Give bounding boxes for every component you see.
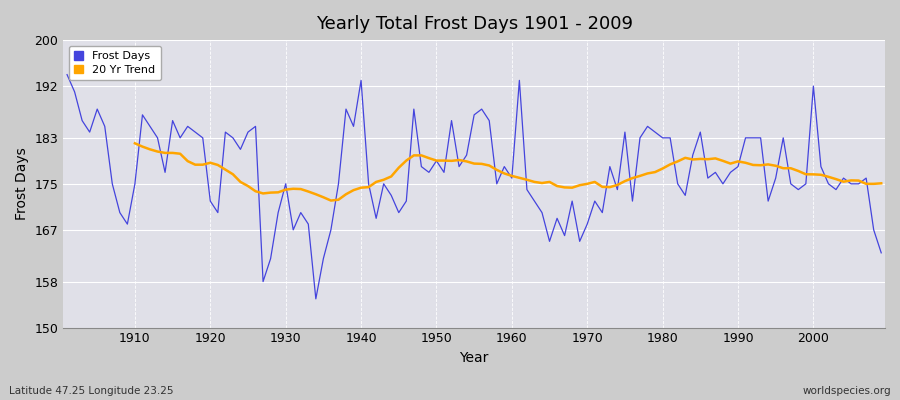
Text: worldspecies.org: worldspecies.org — [803, 386, 891, 396]
Frost Days — [514, 78, 525, 83]
Frost Days — [605, 164, 616, 169]
Frost Days — [310, 296, 321, 301]
Frost Days — [507, 176, 517, 180]
Title: Yearly Total Frost Days 1901 - 2009: Yearly Total Frost Days 1901 - 2009 — [316, 15, 633, 33]
Frost Days — [288, 228, 299, 232]
Frost Days — [340, 107, 351, 112]
20 Yr Trend — [130, 141, 140, 146]
Frost Days — [876, 250, 886, 255]
20 Yr Trend — [846, 178, 857, 183]
20 Yr Trend — [581, 182, 592, 186]
Frost Days — [62, 72, 73, 77]
20 Yr Trend — [521, 177, 532, 182]
X-axis label: Year: Year — [460, 351, 489, 365]
Text: Latitude 47.25 Longitude 23.25: Latitude 47.25 Longitude 23.25 — [9, 386, 174, 396]
Line: 20 Yr Trend: 20 Yr Trend — [135, 143, 881, 200]
Y-axis label: Frost Days: Frost Days — [15, 148, 29, 220]
20 Yr Trend — [303, 189, 314, 194]
20 Yr Trend — [824, 174, 834, 179]
Legend: Frost Days, 20 Yr Trend: Frost Days, 20 Yr Trend — [68, 46, 161, 80]
20 Yr Trend — [273, 190, 284, 195]
Line: Frost Days: Frost Days — [68, 75, 881, 299]
Frost Days — [122, 222, 133, 226]
20 Yr Trend — [326, 198, 337, 203]
20 Yr Trend — [876, 181, 886, 186]
